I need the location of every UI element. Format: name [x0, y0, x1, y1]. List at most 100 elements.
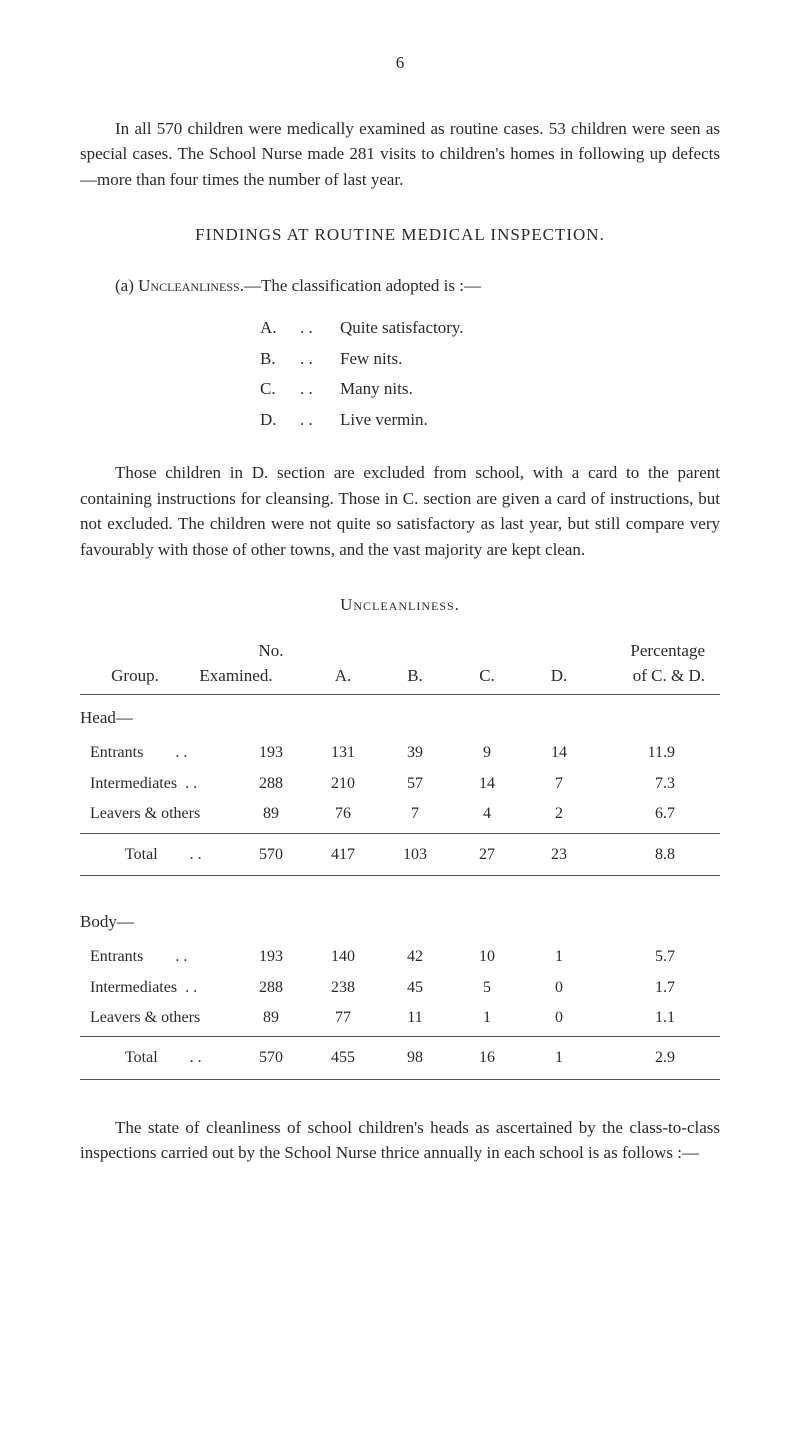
divider — [80, 833, 720, 834]
cell: 7 — [523, 769, 595, 799]
total-label: Total . . — [80, 1040, 235, 1075]
cell: 2 — [523, 799, 595, 829]
cell: 57 — [379, 769, 451, 799]
total-row: Total . . 570 417 103 27 23 8.8 — [80, 837, 720, 872]
cell: 0 — [523, 973, 595, 1003]
header-a: A. — [307, 663, 379, 689]
header-no: No. — [235, 638, 307, 664]
header-d: D. — [523, 663, 595, 689]
cell-pct: 5.7 — [595, 942, 685, 972]
cell: 14 — [451, 769, 523, 799]
intro-prefix: (a) — [115, 276, 138, 295]
final-paragraph: The state of cleanliness of school child… — [80, 1115, 720, 1166]
class-dots: . . — [300, 405, 340, 436]
explanation-paragraph: Those children in D. section are exclude… — [80, 460, 720, 562]
table-header-row1: No. Percentage — [80, 638, 720, 664]
page-number: 6 — [80, 50, 720, 76]
classification-intro: (a) Uncleanliness.—The classification ad… — [80, 273, 720, 299]
header-examined: Examined. — [165, 663, 307, 689]
row-label: Intermediates . . — [80, 973, 235, 1003]
class-text: Live vermin. — [340, 405, 428, 436]
divider — [80, 694, 720, 695]
cell: 288 — [235, 973, 307, 1003]
class-text: Quite satisfactory. — [340, 313, 464, 344]
cell: 9 — [451, 738, 523, 768]
table-row: Entrants . . 193 140 42 10 1 5.7 — [80, 942, 720, 972]
row-label: Leavers & others — [80, 1003, 235, 1033]
cell: 131 — [307, 738, 379, 768]
header-percentage: Percentage — [595, 638, 715, 664]
cell: 14 — [523, 738, 595, 768]
cell: 45 — [379, 973, 451, 1003]
class-text: Few nits. — [340, 344, 402, 375]
cell: 7 — [379, 799, 451, 829]
row-label: Entrants . . — [80, 738, 235, 768]
class-item-d: D. . . Live vermin. — [260, 405, 720, 436]
cell: 98 — [379, 1040, 451, 1075]
cell-pct: 7.3 — [595, 769, 685, 799]
cell: 193 — [235, 942, 307, 972]
cell-pct: 2.9 — [595, 1040, 685, 1075]
class-dots: . . — [300, 344, 340, 375]
class-letter: A. — [260, 313, 300, 344]
cell: 1 — [451, 1003, 523, 1033]
divider — [80, 1036, 720, 1037]
cell: 210 — [307, 769, 379, 799]
cell: 42 — [379, 942, 451, 972]
head-section-label: Head— — [80, 705, 720, 731]
header-group: Group. — [80, 663, 165, 689]
class-letter: D. — [260, 405, 300, 436]
class-item-c: C. . . Many nits. — [260, 374, 720, 405]
class-item-a: A. . . Quite satisfactory. — [260, 313, 720, 344]
header-ofcd: of C. & D. — [595, 663, 715, 689]
row-label: Entrants . . — [80, 942, 235, 972]
row-label: Leavers & others — [80, 799, 235, 829]
class-item-b: B. . . Few nits. — [260, 344, 720, 375]
total-label: Total . . — [80, 837, 235, 872]
table-row: Leavers & others 89 77 11 1 0 1.1 — [80, 1003, 720, 1033]
cell: 1 — [523, 1040, 595, 1075]
cell: 140 — [307, 942, 379, 972]
cell-pct: 1.7 — [595, 973, 685, 1003]
cell: 10 — [451, 942, 523, 972]
cell: 77 — [307, 1003, 379, 1033]
divider — [80, 1079, 720, 1080]
cell: 417 — [307, 837, 379, 872]
class-letter: B. — [260, 344, 300, 375]
cell: 288 — [235, 769, 307, 799]
cell: 0 — [523, 1003, 595, 1033]
cell: 11 — [379, 1003, 451, 1033]
intro-paragraph: In all 570 children were medically exami… — [80, 116, 720, 193]
cell: 89 — [235, 799, 307, 829]
cell: 76 — [307, 799, 379, 829]
intro-word: Uncleanliness — [138, 276, 240, 295]
divider — [80, 875, 720, 876]
cell-pct: 6.7 — [595, 799, 685, 829]
cell: 5 — [451, 973, 523, 1003]
cell-pct: 1.1 — [595, 1003, 685, 1033]
class-text: Many nits. — [340, 374, 413, 405]
body-section-label: Body— — [80, 909, 720, 935]
row-label: Intermediates . . — [80, 769, 235, 799]
cell: 238 — [307, 973, 379, 1003]
cell: 4 — [451, 799, 523, 829]
section-heading: FINDINGS AT ROUTINE MEDICAL INSPECTION. — [80, 222, 720, 248]
cell: 570 — [235, 1040, 307, 1075]
intro-suffix: .—The classification adopted is :— — [240, 276, 481, 295]
cell: 27 — [451, 837, 523, 872]
table-header-row2: Group. Examined. A. B. C. D. of C. & D. — [80, 663, 720, 689]
cell-pct: 11.9 — [595, 738, 685, 768]
table-row: Leavers & others 89 76 7 4 2 6.7 — [80, 799, 720, 829]
cell: 1 — [523, 942, 595, 972]
cell: 570 — [235, 837, 307, 872]
header-b: B. — [379, 663, 451, 689]
cell: 193 — [235, 738, 307, 768]
classification-list: A. . . Quite satisfactory. B. . . Few ni… — [260, 313, 720, 435]
table-row: Intermediates . . 288 238 45 5 0 1.7 — [80, 973, 720, 1003]
class-dots: . . — [300, 313, 340, 344]
table-row: Entrants . . 193 131 39 9 14 11.9 — [80, 738, 720, 768]
header-c: C. — [451, 663, 523, 689]
table-row: Intermediates . . 288 210 57 14 7 7.3 — [80, 769, 720, 799]
cell: 103 — [379, 837, 451, 872]
cell: 455 — [307, 1040, 379, 1075]
